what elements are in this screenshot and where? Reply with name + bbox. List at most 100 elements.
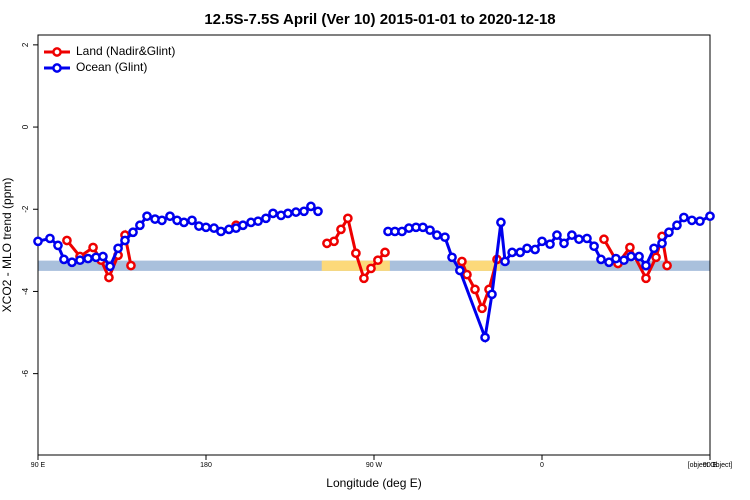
series-point — [537, 236, 547, 247]
series-point — [672, 220, 682, 231]
series-point — [567, 230, 577, 240]
x-tick-label: 90 E — [31, 462, 46, 469]
series-point — [500, 256, 510, 267]
series-point — [545, 239, 555, 250]
series-point — [626, 251, 636, 262]
legend-label: Land (Nadir&Glint) — [76, 44, 175, 58]
series-point — [142, 211, 152, 222]
series-point — [104, 272, 114, 283]
series-point — [522, 243, 532, 254]
series-point — [253, 216, 263, 227]
y-tick-label: 2 — [21, 42, 30, 47]
series-point — [306, 201, 316, 212]
series-point — [611, 253, 621, 264]
series-point — [336, 224, 346, 235]
series-point — [283, 208, 293, 219]
series-point — [59, 254, 69, 265]
series-point — [625, 242, 635, 253]
series-point — [98, 251, 108, 262]
series-point — [261, 213, 271, 224]
series-point — [380, 247, 390, 258]
land-span — [458, 260, 500, 271]
series-point — [679, 212, 689, 223]
series-point — [440, 232, 450, 243]
y-tick-label: -6 — [21, 370, 30, 378]
series-point — [359, 273, 369, 284]
series-point — [462, 269, 472, 280]
y-axis-label: XCO2 - MLO trend (ppm) — [0, 178, 14, 313]
series-point — [45, 233, 55, 244]
x-tick-label: 90 W — [366, 462, 383, 469]
series-point — [179, 217, 189, 228]
series-point — [649, 243, 659, 254]
series-point — [507, 247, 517, 258]
series-point — [457, 256, 467, 267]
series-point — [687, 215, 697, 226]
legend-marker — [52, 63, 62, 73]
series-point — [329, 236, 339, 247]
series-point — [268, 208, 278, 219]
series-point — [299, 206, 309, 217]
series-point — [530, 244, 540, 255]
series-point — [105, 261, 115, 272]
x-tick-label: 90 E — [703, 462, 718, 469]
series-point — [552, 230, 562, 240]
series-point — [343, 213, 353, 224]
y-tick-label: -4 — [21, 287, 30, 295]
series-point — [664, 227, 674, 238]
series-point — [126, 260, 136, 271]
series-point — [62, 235, 72, 246]
series-point — [477, 303, 487, 314]
x-tick-label: 180 — [200, 462, 212, 469]
series-point — [447, 252, 457, 263]
legend-marker — [52, 47, 62, 57]
series-point — [53, 240, 63, 251]
series-point — [33, 236, 43, 247]
series-point — [351, 248, 361, 259]
series-point — [187, 215, 197, 226]
series-point — [120, 235, 130, 246]
series-point — [88, 242, 98, 253]
series-point — [705, 211, 715, 222]
series-point — [113, 243, 123, 254]
series-point — [641, 260, 651, 271]
series-point — [662, 260, 672, 271]
x-axis-label: Longitude (deg E) — [326, 476, 421, 490]
series-point — [216, 226, 226, 237]
series-point — [559, 238, 569, 249]
series-point — [75, 255, 85, 266]
y-tick-label: 0 — [21, 124, 30, 129]
series-point — [432, 230, 442, 240]
series-point — [67, 257, 77, 268]
x-tick-label: 0 — [540, 462, 544, 469]
series-point — [313, 206, 323, 217]
plot-frame — [37, 34, 711, 456]
y-tick-label: -2 — [21, 205, 30, 213]
series-point — [589, 241, 599, 252]
series-point — [128, 227, 138, 238]
series-point — [373, 255, 383, 266]
series-point — [487, 289, 497, 300]
series-point — [455, 265, 465, 276]
series-point — [634, 251, 644, 262]
series-point — [574, 234, 584, 245]
series-point — [619, 255, 629, 266]
series-point — [515, 247, 526, 258]
series-point — [480, 332, 490, 343]
series-point — [599, 234, 609, 245]
series-point — [641, 273, 651, 284]
series-point — [496, 217, 506, 228]
series-point — [291, 207, 301, 217]
series-point — [596, 254, 606, 265]
series-point — [604, 257, 614, 268]
series-point — [165, 211, 175, 222]
series-point — [135, 220, 145, 231]
series-point — [582, 233, 592, 244]
series-point — [470, 284, 480, 295]
series-point — [695, 216, 705, 227]
series-point — [157, 215, 167, 226]
land-span — [321, 260, 390, 271]
series-point — [366, 263, 376, 274]
legend-label: Ocean (Glint) — [76, 60, 147, 74]
